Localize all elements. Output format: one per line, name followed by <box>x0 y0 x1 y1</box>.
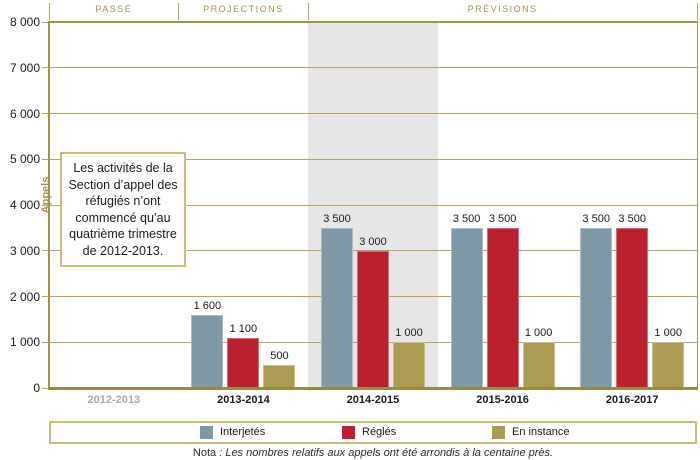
bar-en-instance <box>393 342 425 388</box>
period-band-label: PROJECTIONS <box>203 4 284 14</box>
y-tick-label: 8 000 <box>9 15 40 29</box>
y-axis-tick <box>42 113 49 114</box>
legend-label-2: Réglés <box>362 426 397 438</box>
bar-interjetés <box>580 227 613 388</box>
y-tick-label: 5 000 <box>9 152 40 167</box>
y-axis-title: Appels <box>40 176 52 214</box>
bar-value-label: 3 500 <box>582 212 610 225</box>
period-divider <box>307 3 309 20</box>
y-axis-tick <box>42 21 49 23</box>
y-tick-label: 3 000 <box>9 243 40 258</box>
gridline <box>49 67 697 69</box>
gridline <box>49 204 697 206</box>
period-divider <box>178 3 180 20</box>
x-axis-label: 2014-2015 <box>346 394 400 406</box>
y-tick-label: 1 000 <box>9 335 40 350</box>
bar-value-label: 3 000 <box>359 235 387 248</box>
bar-interjetés <box>191 314 224 388</box>
bar-réglés <box>486 227 519 388</box>
legend-swatch-1 <box>200 426 213 439</box>
y-axis-tick <box>42 296 49 297</box>
x-axis-label: 2013-2014 <box>217 394 270 406</box>
y-axis-tick <box>42 204 49 206</box>
plot-border-right <box>696 22 698 388</box>
bar-réglés <box>227 337 260 388</box>
y-axis-tick <box>42 387 49 389</box>
bar-value-label: 1 000 <box>524 327 553 340</box>
plot-border-left <box>48 22 50 388</box>
y-tick-label: 2 000 <box>9 289 40 304</box>
bar-réglés <box>616 227 649 388</box>
bar-en-instance <box>652 342 685 388</box>
y-axis-tick <box>42 158 49 160</box>
legend-swatch-2 <box>342 426 355 439</box>
legend: Interjetés Réglés En instance <box>49 421 697 444</box>
period-band-label: PASSÉ <box>95 4 133 14</box>
footnote: Nota : Les nombres relatifs aux appels o… <box>49 447 697 459</box>
y-tick-label: 4 000 <box>9 198 40 212</box>
y-axis-tick <box>42 341 49 343</box>
y-axis-tick <box>42 67 49 69</box>
footnote-prefix: Nota <box>192 447 217 459</box>
gridline <box>49 158 697 160</box>
bar-value-label: 3 500 <box>323 212 351 225</box>
footnote-text: : Les nombres relatifs aux appels ont ét… <box>216 447 554 459</box>
bar-value-label: 1 100 <box>229 322 258 335</box>
legend-label-1: Interjetés <box>220 426 266 438</box>
bar-value-label: 3 500 <box>618 212 646 225</box>
bar-interjetés <box>321 227 353 388</box>
x-axis-label: 2015-2016 <box>476 394 529 406</box>
bar-value-label: 1 000 <box>654 327 682 340</box>
x-axis-label: 2012-2013 <box>87 394 141 406</box>
bar-en-instance <box>522 342 555 388</box>
plot-border-top <box>48 21 698 23</box>
bar-réglés <box>357 250 389 388</box>
gridline <box>49 113 697 114</box>
bar-value-label: 3 500 <box>452 212 481 225</box>
y-tick-label: 0 <box>33 381 40 395</box>
bar-value-label: 500 <box>270 350 289 363</box>
bar-value-label: 1 000 <box>395 327 423 340</box>
annotation-box: Les activités de la Section d’appel des … <box>60 152 186 267</box>
bar-en-instance <box>263 365 296 388</box>
bar-interjetés <box>450 227 483 388</box>
period-divider <box>696 3 698 20</box>
x-axis-line <box>48 387 698 390</box>
y-tick-label: 7 000 <box>9 60 40 75</box>
x-axis-label: 2016-2017 <box>605 394 659 406</box>
period-divider <box>48 3 50 20</box>
legend-swatch-3 <box>492 426 505 439</box>
legend-label-3: En instance <box>512 426 570 438</box>
bar-value-label: 1 600 <box>193 299 222 312</box>
y-tick-label: 6 000 <box>9 106 40 121</box>
period-band-label: PRÉVISIONS <box>467 4 538 14</box>
bar-value-label: 3 500 <box>488 212 517 225</box>
y-axis-tick <box>42 250 49 252</box>
